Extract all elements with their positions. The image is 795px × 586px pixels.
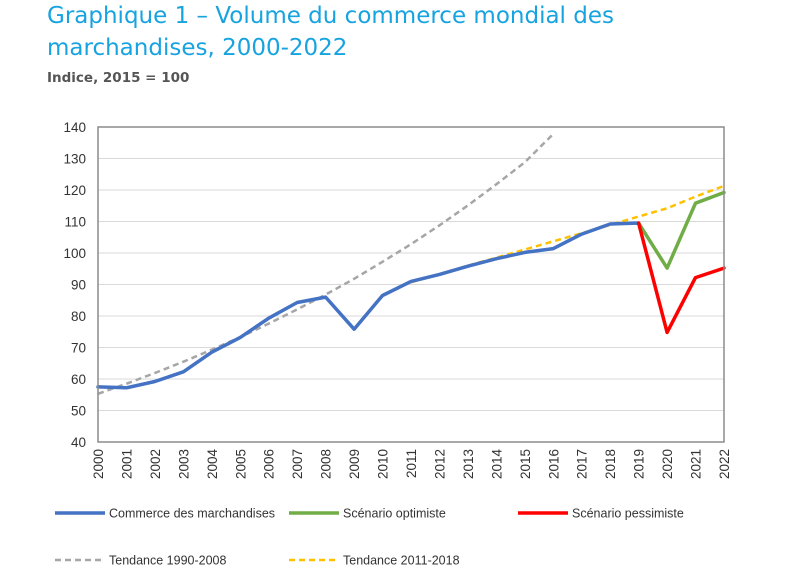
series-line-commerce — [96, 221, 641, 390]
x-tick-label: 2013 — [461, 449, 476, 479]
x-tick-label: 2004 — [205, 449, 220, 480]
legend-label-commerce: Commerce des marchandises — [109, 507, 275, 521]
y-tick-label: 110 — [64, 215, 86, 230]
y-tick-label: 100 — [63, 246, 86, 261]
x-tick-label: 2015 — [518, 449, 533, 479]
series-line-pessimiste — [636, 221, 726, 335]
x-tick-label: 2005 — [233, 449, 248, 479]
x-tick-label: 2014 — [489, 449, 504, 480]
x-tick-label: 2010 — [376, 449, 391, 479]
y-tick-label: 70 — [71, 341, 86, 356]
plot-frame — [97, 126, 725, 443]
x-tick-label: 2000 — [91, 449, 106, 479]
legend-label-optimiste: Scénario optimiste — [343, 507, 446, 521]
y-tick-label: 120 — [63, 183, 86, 198]
x-tick-label: 2018 — [603, 449, 618, 479]
x-tick-label: 2019 — [632, 449, 647, 479]
series-lines — [96, 133, 726, 395]
x-tick-label: 2020 — [660, 449, 675, 479]
x-tick-label: 2022 — [717, 449, 732, 479]
x-tick-label: 2007 — [290, 449, 305, 479]
legend: Commerce des marchandises Scénario optimi… — [55, 507, 684, 568]
y-tick-label: 50 — [71, 404, 86, 419]
legend-label-tendance_1990_2008: Tendance 1990-2008 — [109, 554, 227, 568]
x-tick-label: 2002 — [148, 449, 163, 479]
x-tick-label: 2012 — [432, 449, 447, 479]
legend-label-tendance_2011_2018: Tendance 2011-2018 — [343, 554, 460, 568]
y-tick-label: 130 — [63, 152, 86, 167]
x-tick-label: 2021 — [689, 449, 704, 479]
gridlines — [98, 126, 724, 443]
legend-label-pessimiste: Scénario pessimiste — [572, 507, 684, 521]
chart-subtitle: Indice, 2015 = 100 — [47, 70, 190, 86]
y-tick-label: 140 — [63, 120, 86, 135]
y-tick-label: 80 — [71, 309, 86, 324]
x-tick-label: 2008 — [319, 449, 334, 479]
x-tick-label: 2003 — [176, 449, 191, 479]
x-tick-label: 2016 — [546, 449, 561, 479]
series-line-tendance_1990_2008 — [97, 133, 555, 395]
chart-title: Graphique 1 – Volume du commerce mondial… — [47, 3, 614, 61]
y-axis-ticks: 40 50 60 70 80 90 100 110 120 130 140 — [63, 120, 86, 450]
y-tick-label: 40 — [71, 435, 86, 450]
x-axis-ticks: 2000 2001 2002 2003 2004 2005 2006 2007 2008 2009… — [91, 449, 732, 480]
y-tick-label: 60 — [71, 372, 86, 387]
x-tick-label: 2009 — [347, 449, 362, 479]
x-tick-label: 2001 — [119, 449, 134, 479]
x-tick-label: 2006 — [262, 449, 277, 479]
y-tick-label: 90 — [71, 278, 86, 293]
x-tick-label: 2017 — [575, 449, 590, 479]
series-line-optimiste — [636, 190, 726, 270]
x-tick-label: 2011 — [404, 449, 419, 478]
